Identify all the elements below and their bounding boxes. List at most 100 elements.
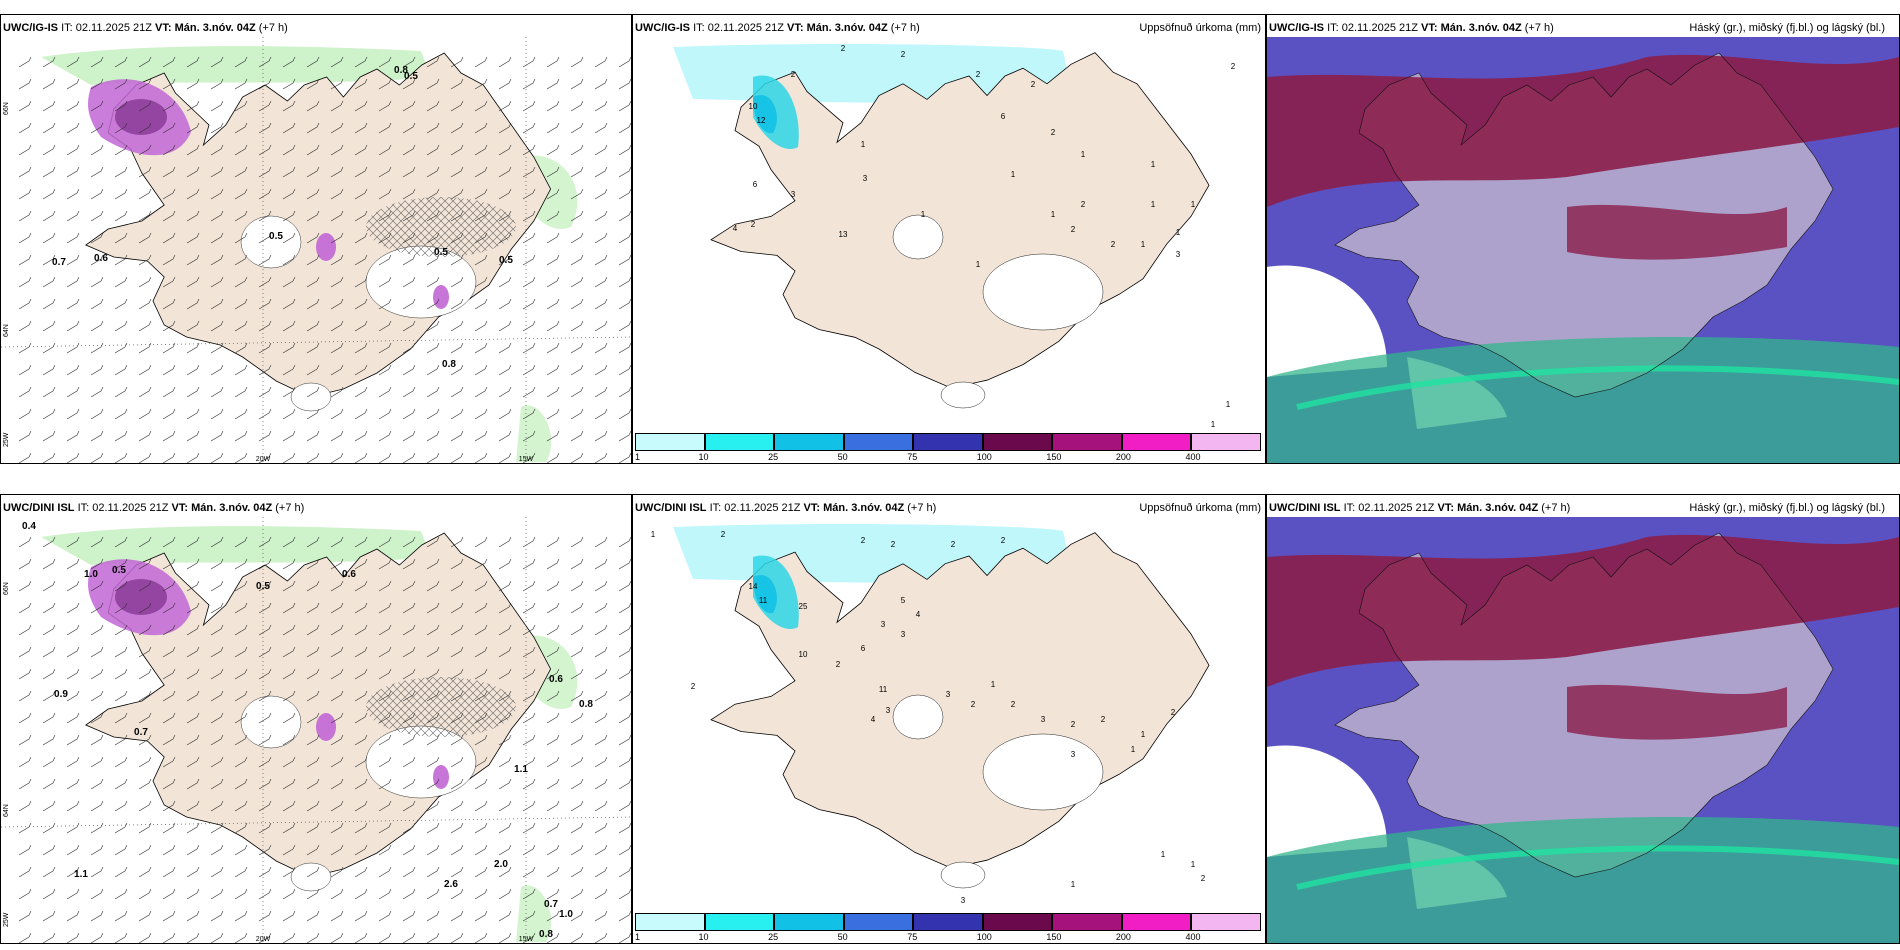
wind-barb [234,188,248,200]
wind-barb [402,910,416,922]
wind-barb [138,254,152,266]
wind-barb [570,430,584,442]
wind-barb [162,580,176,592]
wind-barb [258,822,272,834]
wind-barb [402,756,416,768]
wind-barb [114,56,128,68]
lead-time: (+7 h) [1524,22,1554,34]
cloud-title: Háský (gr.), miðský (fj.bl.) og lágský (… [1689,22,1885,34]
wind-barb [594,800,608,812]
wind-barb [306,144,320,156]
wind-barb [378,580,392,592]
wind-barb [138,602,152,614]
wind-barb [546,822,560,834]
wind-barb [258,558,272,570]
wind-barb [186,430,200,442]
wind-barb [354,78,368,90]
precip-amount-label: 3 [901,630,906,639]
wind-barb [234,778,248,790]
wind-barb [522,430,536,442]
wind-barb [330,122,344,134]
wind-barb [210,624,224,636]
wind-barb [618,100,631,112]
wind-barb [114,690,128,702]
wind-barb [594,144,608,156]
wind-barb [162,144,176,156]
wind-barb [522,866,536,878]
wind-barb [138,800,152,812]
wind-barb [42,166,56,178]
wind-barb [426,668,440,680]
wind-barb [474,320,488,332]
wind-barb [162,122,176,134]
precip-amount-label: 2 [1101,715,1106,724]
wind-barb [618,386,631,398]
wind-barb [546,910,560,922]
wind-barb [18,888,32,900]
wind-barb [450,822,464,834]
wind-barb [402,276,416,288]
wind-barb [546,298,560,310]
wind-barb [402,536,416,548]
wind-barb [42,778,56,790]
wind-barb [426,712,440,724]
wind-barb [498,408,512,420]
wind-barb [402,800,416,812]
wind-barb [474,386,488,398]
wind-barb [618,166,631,178]
wind-barb [162,254,176,266]
wind-barb [210,144,224,156]
iceland-outline [1334,52,1834,398]
colorbar-tick-label: 400 [1185,452,1201,462]
precip-core [753,95,777,134]
panel-header: UWC/DINI ISL IT: 02.11.2025 21Z VT: Mán.… [1269,502,1570,514]
wind-barb [498,866,512,878]
wind-barb [522,122,536,134]
wind-barb [234,166,248,178]
longitude-label: 15W [519,456,534,463]
wind-barb [18,78,32,90]
sea-precip-area [41,46,431,85]
wind-barb [138,320,152,332]
colorbar-tick-label: 1 [635,932,641,942]
precip-amount-label: 4 [871,715,876,724]
wind-barb [90,932,104,943]
wind-barb [450,276,464,288]
wind-barb [450,778,464,790]
precip-amount-label: 3 [1176,250,1181,259]
panel-header: UWC/DINI ISL IT: 02.11.2025 21Z VT: Mán.… [635,502,936,514]
wind-barb [402,342,416,354]
wind-barb [282,756,296,768]
wind-barb [114,888,128,900]
wind-barb [426,778,440,790]
wind-barb [378,452,392,463]
wind-barb [42,188,56,200]
wind-barb [570,910,584,922]
wind-barb [498,276,512,288]
precip-value-label: 0.7 [52,257,66,268]
wind-barb [42,888,56,900]
wind-barb [426,452,440,463]
wind-barb [258,690,272,702]
wind-barb [354,254,368,266]
colorbar-tick-label: 50 [837,452,848,462]
wind-barb [282,210,296,222]
wind-barb [570,668,584,680]
wind-barb [66,690,80,702]
wind-barb [306,298,320,310]
precip-amount-label: 10 [799,650,808,659]
wind-barb [330,844,344,856]
wind-barb [138,778,152,790]
colorbar-tick-label: 1 [635,452,641,462]
wind-barb [546,342,560,354]
precip-value-label: 2.6 [444,879,458,890]
wind-barb [90,210,104,222]
wind-barb [210,646,224,658]
wind-barb [234,232,248,244]
wind-barb [210,602,224,614]
colorbar-tick-label: 75 [907,932,918,942]
precip-value-label: 0.6 [549,674,563,685]
wind-barb [402,166,416,178]
wind-barb [258,56,272,68]
wind-barb [162,910,176,922]
